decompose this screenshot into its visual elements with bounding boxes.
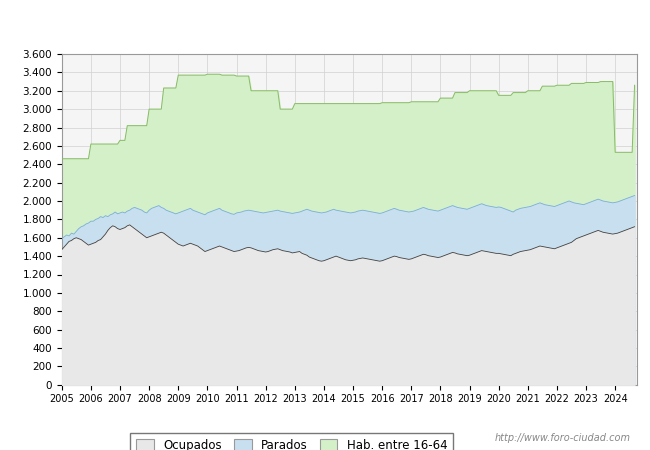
Text: Mollina - Evolucion de la poblacion en edad de Trabajar Septiembre de 2024: Mollina - Evolucion de la poblacion en e… bbox=[40, 17, 610, 30]
Text: http://www.foro-ciudad.com: http://www.foro-ciudad.com bbox=[495, 433, 630, 443]
Legend: Ocupados, Parados, Hab. entre 16-64: Ocupados, Parados, Hab. entre 16-64 bbox=[131, 433, 453, 450]
